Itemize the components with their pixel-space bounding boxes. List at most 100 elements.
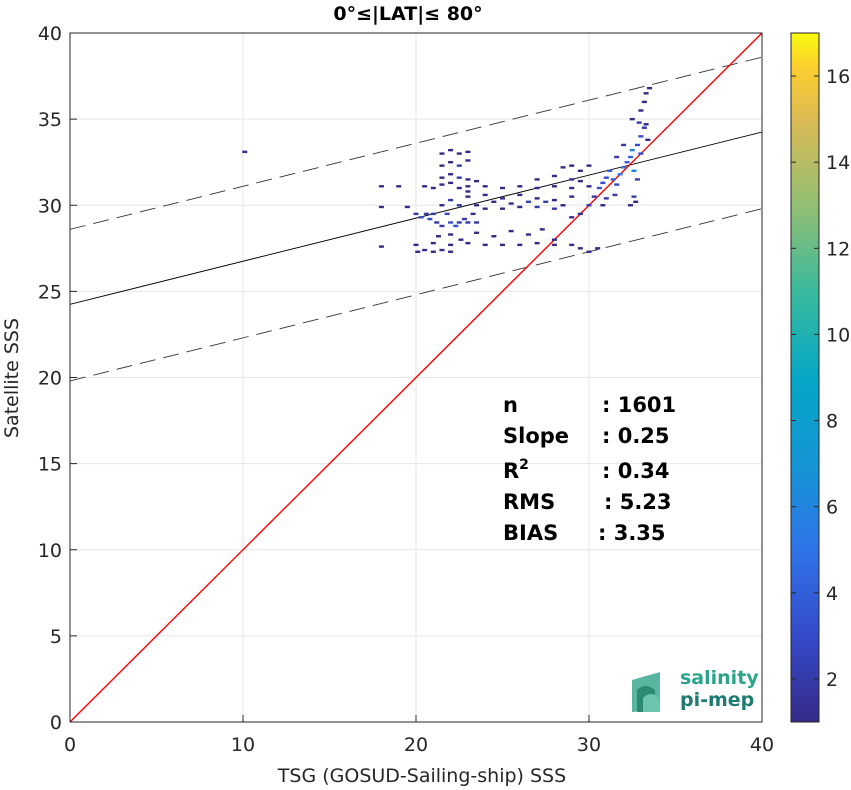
y-tick-label: 10	[38, 540, 62, 562]
data-point	[551, 243, 557, 247]
data-point	[474, 179, 480, 183]
stat-value: : 3.35	[598, 521, 666, 545]
data-point	[569, 186, 575, 190]
data-point	[517, 193, 523, 197]
data-point	[474, 231, 480, 235]
stat-value: : 1601	[602, 393, 676, 417]
data-point	[577, 169, 583, 172]
data-point	[600, 204, 606, 207]
data-point	[551, 198, 557, 202]
x-axis-ticks: 0 10 20 30 40	[64, 715, 774, 756]
data-point	[638, 135, 644, 138]
data-point	[423, 212, 429, 216]
logo-line-1: salinity	[680, 667, 759, 689]
data-point	[612, 193, 618, 197]
data-point	[551, 238, 557, 241]
data-point	[628, 155, 634, 159]
data-point	[560, 166, 566, 169]
x-tick-label: 10	[231, 734, 255, 756]
data-point	[629, 148, 635, 152]
data-point	[596, 186, 602, 190]
data-point	[434, 221, 440, 224]
data-point	[643, 123, 649, 126]
colorbar-tick-label: 16	[826, 66, 850, 88]
data-point	[643, 92, 649, 95]
stat-value: : 5.23	[604, 490, 672, 514]
data-point	[577, 247, 583, 250]
data-point	[591, 195, 597, 198]
data-point	[577, 212, 583, 216]
data-point	[430, 186, 436, 190]
data-point	[465, 150, 471, 154]
data-point	[422, 248, 428, 252]
data-point	[448, 233, 454, 236]
x-tick-label: 0	[64, 734, 76, 756]
y-axis-ticks: 0 5 10 15 20 25 30 35 40	[38, 23, 77, 734]
data-point	[448, 173, 454, 176]
data-point	[456, 164, 462, 167]
data-point	[413, 212, 419, 216]
data-point	[500, 207, 505, 210]
chart-title: 0°≤|LAT|≤ 80°	[333, 3, 482, 25]
data-point	[628, 204, 634, 207]
data-point	[482, 193, 488, 197]
data-point	[456, 186, 462, 190]
data-point	[614, 183, 620, 186]
y-axis-label: Satellite SSS	[1, 318, 23, 438]
stat-label: RMS	[503, 490, 555, 514]
data-point	[614, 155, 620, 159]
data-point	[378, 185, 384, 188]
data-point	[474, 204, 480, 207]
data-point	[645, 138, 651, 141]
y-tick-label: 35	[38, 109, 62, 131]
data-point	[456, 152, 462, 155]
data-point	[586, 204, 592, 207]
data-point	[456, 204, 462, 207]
data-point	[439, 183, 445, 186]
data-point	[378, 205, 384, 209]
data-point	[500, 197, 505, 200]
data-point	[456, 221, 462, 224]
data-point	[603, 176, 609, 179]
data-point	[439, 204, 445, 207]
data-point	[534, 178, 540, 181]
data-point	[607, 169, 613, 172]
data-point	[439, 152, 445, 155]
data-point	[482, 185, 488, 188]
y-tick-label: 0	[50, 712, 62, 734]
data-point	[621, 166, 627, 169]
data-point	[647, 86, 653, 90]
colorbar-tick-label: 10	[826, 324, 850, 346]
data-point	[415, 250, 421, 253]
data-point	[617, 173, 623, 176]
logo-line-2: pi-mep	[680, 689, 754, 711]
y-tick-label: 15	[38, 454, 62, 476]
colorbar-tick-label: 6	[826, 497, 838, 519]
data-point	[631, 169, 637, 172]
data-point	[633, 200, 639, 204]
data-point	[242, 150, 248, 154]
data-point	[378, 245, 384, 248]
data-point	[448, 221, 454, 224]
colorbar-tick-label: 2	[826, 669, 838, 691]
data-point	[551, 174, 557, 178]
data-point	[517, 243, 523, 247]
data-point	[448, 181, 454, 185]
data-point	[525, 233, 531, 236]
colorbar-tick-label: 4	[826, 583, 838, 605]
data-point	[435, 235, 441, 238]
data-point	[586, 250, 592, 253]
data-point	[560, 204, 566, 207]
data-point	[482, 243, 488, 247]
data-point	[551, 185, 557, 188]
data-point	[551, 207, 557, 210]
data-point	[543, 200, 549, 204]
data-point	[474, 221, 480, 224]
reference-lines	[70, 33, 762, 722]
data-point	[586, 185, 592, 188]
logo-wave-icon	[632, 672, 660, 712]
data-point	[603, 197, 609, 200]
data-point	[491, 200, 497, 204]
data-point	[465, 159, 471, 162]
data-point	[569, 216, 575, 219]
